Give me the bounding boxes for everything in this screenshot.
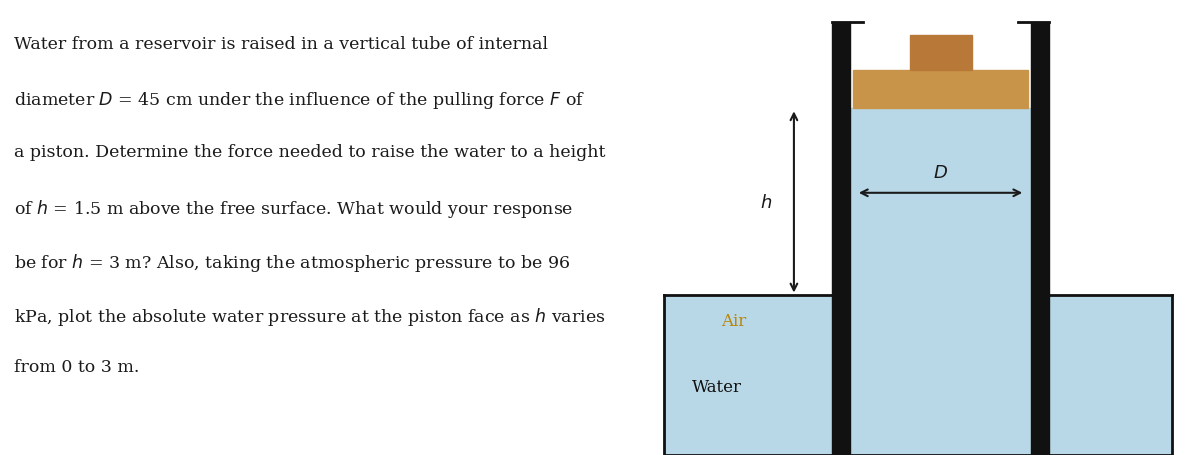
Text: $h$: $h$ — [760, 193, 772, 212]
Text: diameter $D$ = 45 cm under the influence of the pulling force $F$ of: diameter $D$ = 45 cm under the influence… — [13, 90, 584, 111]
Bar — [851, 109, 1031, 296]
Bar — [1031, 23, 1049, 455]
Text: Water: Water — [692, 378, 743, 395]
Text: a piston. Determine the force needed to raise the water to a height: a piston. Determine the force needed to … — [13, 144, 605, 161]
Text: be for $h$ = 3 m? Also, taking the atmospheric pressure to be 96: be for $h$ = 3 m? Also, taking the atmos… — [13, 251, 570, 273]
Bar — [910, 36, 972, 71]
Bar — [833, 23, 851, 455]
Text: of $h$ = 1.5 m above the free surface. What would your response: of $h$ = 1.5 m above the free surface. W… — [13, 197, 572, 219]
Text: from 0 to 3 m.: from 0 to 3 m. — [13, 359, 139, 375]
Text: Water from a reservoir is raised in a vertical tube of internal: Water from a reservoir is raised in a ve… — [13, 36, 547, 53]
Bar — [665, 296, 1172, 455]
Text: Air: Air — [720, 312, 746, 329]
Text: kPa, plot the absolute water pressure at the piston face as $h$ varies: kPa, plot the absolute water pressure at… — [13, 305, 605, 327]
Bar — [853, 71, 1028, 109]
Text: $D$: $D$ — [934, 164, 948, 182]
